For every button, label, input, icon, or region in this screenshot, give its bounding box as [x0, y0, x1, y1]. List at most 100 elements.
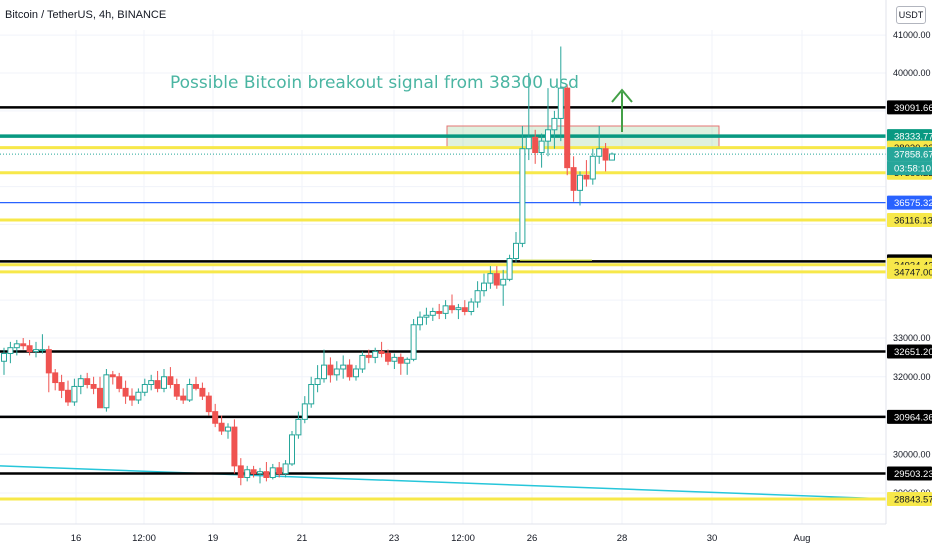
candle-body	[372, 351, 379, 358]
x-tick-label: 28	[617, 533, 628, 544]
candle-body	[129, 395, 135, 401]
price-label-bg	[887, 264, 932, 279]
candle-body	[500, 278, 507, 286]
candle-body	[186, 384, 193, 401]
candle-body	[461, 307, 468, 313]
candle-body	[423, 314, 430, 318]
candle-body	[161, 376, 167, 389]
candle-body	[596, 148, 603, 157]
y-tick-label: 41000.00	[893, 30, 931, 40]
candle-body	[244, 469, 251, 478]
x-tick-label: 12:00	[451, 533, 475, 544]
countdown-label: 03:58:10	[894, 164, 931, 175]
candle-body	[353, 368, 359, 378]
candle-body	[487, 273, 494, 284]
candle-body	[301, 403, 308, 420]
candle-body	[468, 301, 475, 312]
candle-body	[193, 384, 199, 389]
price-label: 34747.00	[894, 267, 932, 278]
candle-body	[180, 395, 187, 401]
candle-body	[225, 426, 231, 432]
candle-body	[391, 356, 398, 362]
x-tick-label: 26	[527, 533, 538, 544]
candle-body	[141, 384, 148, 393]
candle-body	[493, 273, 500, 286]
candle-body	[52, 372, 59, 384]
trendline	[0, 465, 887, 500]
candle-body	[250, 469, 257, 475]
candle-body	[455, 307, 462, 311]
price-label-bg	[887, 492, 932, 507]
price-label-bg	[887, 100, 932, 115]
candle-body	[449, 305, 455, 311]
candle-body	[97, 387, 103, 409]
candle-body	[532, 136, 539, 154]
candle-body	[410, 324, 417, 360]
candle-body	[513, 242, 519, 260]
candle-body	[417, 316, 423, 326]
candle-body	[109, 374, 116, 378]
candle-body	[45, 349, 52, 374]
price-label-bg	[887, 344, 932, 359]
candle-body	[154, 380, 161, 389]
candle-body	[564, 87, 571, 169]
candle-body	[545, 129, 551, 142]
candle-body	[289, 434, 295, 465]
price-label: 28843.57	[894, 495, 932, 506]
candle-body	[429, 311, 436, 316]
candle-body	[71, 385, 78, 403]
price-label: 32651.20	[894, 347, 932, 358]
price-label-bg	[887, 147, 932, 162]
arrow-head	[611, 88, 633, 103]
candle-body	[346, 364, 353, 378]
price-label: 37858.67	[894, 150, 932, 161]
candle-body	[205, 395, 212, 413]
y-tick-label: 32000.00	[893, 372, 931, 382]
price-label-bg	[887, 466, 932, 481]
candle-body	[525, 136, 532, 150]
candle-body	[282, 463, 289, 475]
candle-body	[321, 364, 327, 380]
x-tick-label: 12:00	[132, 533, 156, 544]
x-tick-label: 23	[389, 533, 400, 544]
candle-body	[442, 305, 449, 314]
candle-body	[327, 364, 334, 376]
price-label-bg	[887, 213, 932, 228]
x-tick-label: 21	[297, 533, 308, 544]
candle-body	[39, 349, 46, 352]
price-label: 29503.23	[894, 469, 932, 480]
candle-body	[359, 354, 366, 370]
candle-body	[404, 358, 411, 364]
x-tick-label: 16	[71, 533, 82, 544]
candle-body	[333, 368, 340, 376]
breakout-annotation: Possible Bitcoin breakout signal from 38…	[170, 73, 579, 93]
candle-body	[583, 174, 590, 180]
candle-body	[212, 411, 219, 424]
candle-body	[116, 376, 123, 389]
currency-button[interactable]: USDT	[896, 6, 926, 24]
candle-body	[84, 378, 91, 385]
candle-body	[308, 384, 315, 405]
candle-body	[365, 354, 372, 358]
candle-body	[570, 167, 577, 191]
candle-body	[385, 353, 391, 362]
candle-body	[199, 387, 206, 397]
candle-body	[276, 467, 283, 475]
candle-body	[577, 174, 583, 191]
candle-body	[314, 378, 321, 385]
y-tick-label: 33000.00	[893, 333, 931, 343]
candle-body	[474, 290, 481, 303]
x-tick-label: 19	[208, 533, 219, 544]
y-tick-label: 40000.00	[893, 68, 931, 78]
candle-body	[90, 384, 97, 389]
candle-body	[103, 374, 110, 409]
candle-body	[519, 148, 526, 244]
candle-body	[7, 347, 14, 354]
candle-body	[65, 389, 71, 403]
candle-body	[26, 345, 33, 353]
candle-body	[589, 155, 596, 180]
candle-body	[506, 258, 513, 280]
candle-body	[609, 153, 615, 161]
candle-body	[602, 148, 609, 161]
